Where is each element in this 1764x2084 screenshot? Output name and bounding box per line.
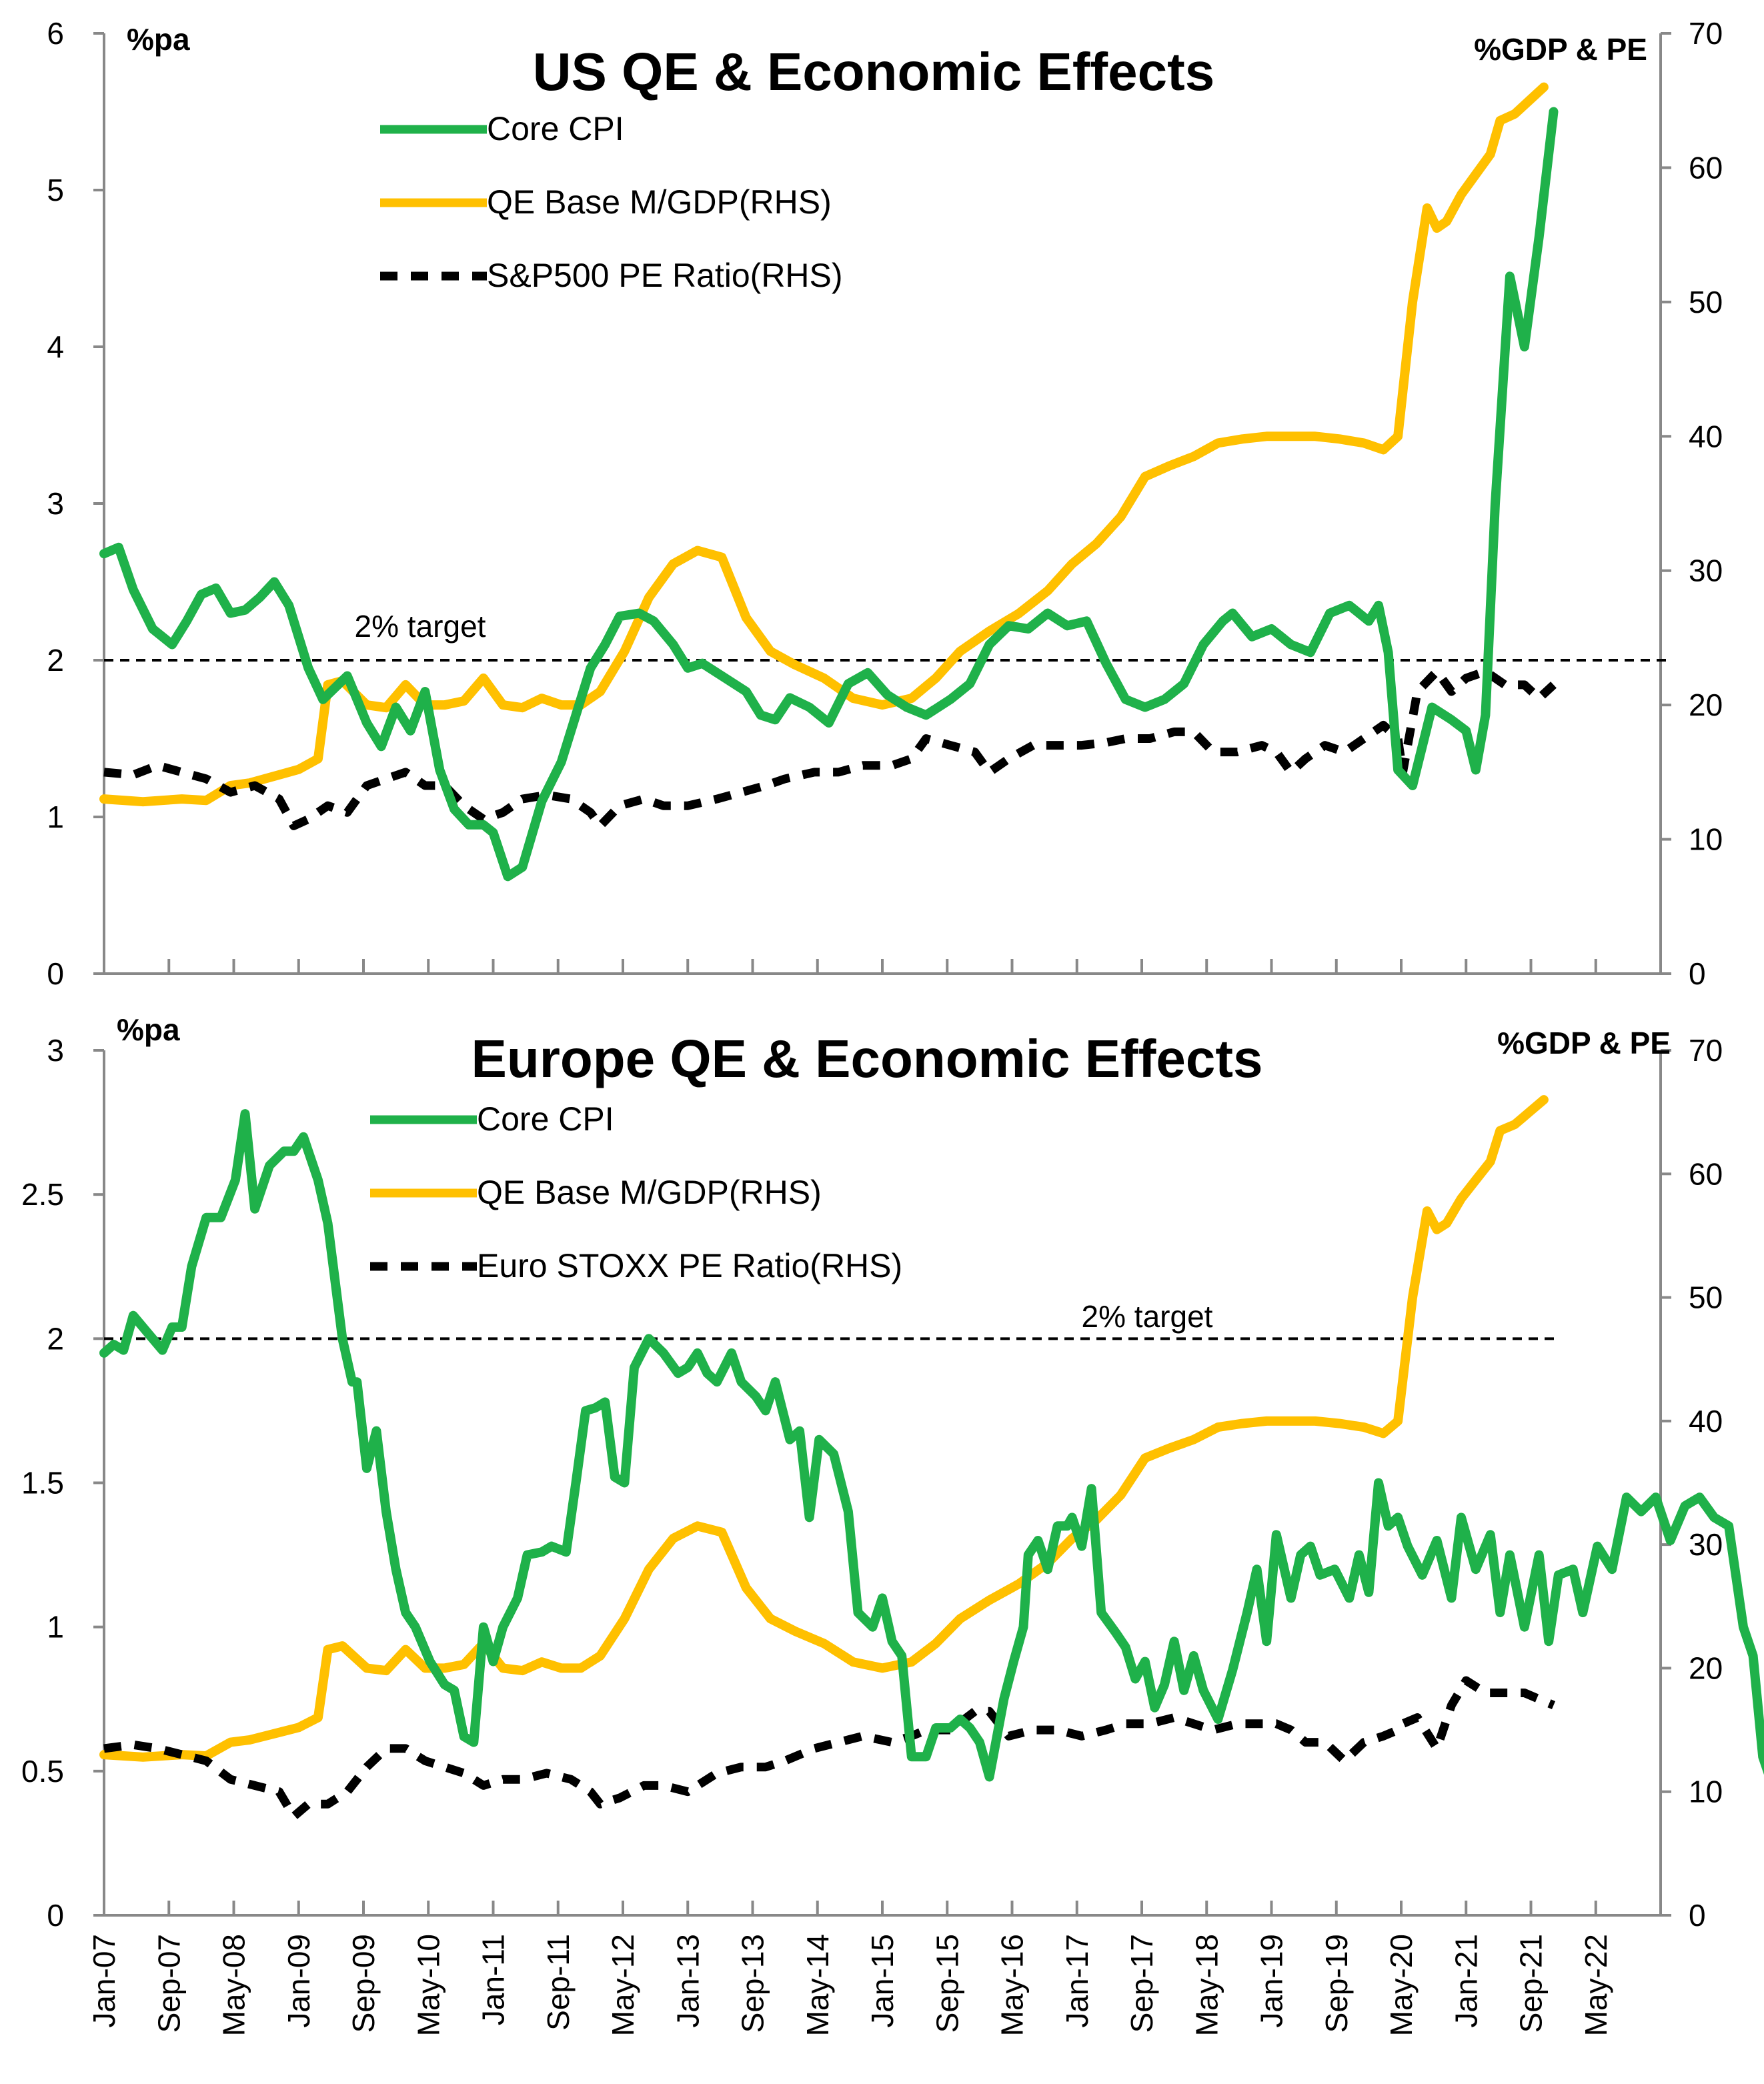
legend-qe-base-label: QE Base M/GDP(RHS) xyxy=(487,183,832,221)
x-tick-label: Jan-19 xyxy=(1254,1934,1289,2028)
left-y-tick-label: 3 xyxy=(47,1033,64,1068)
left-y-tick-label: 1.5 xyxy=(21,1466,64,1500)
legend-core-cpi-label: Core CPI xyxy=(487,110,624,147)
pe-ratio-line xyxy=(103,1676,1556,1821)
right-y-tick-label: 10 xyxy=(1689,822,1723,857)
x-tick-label: Sep-13 xyxy=(736,1934,770,2033)
chart-title: Europe QE & Economic Effects xyxy=(472,1029,1263,1088)
right-y-tick-label: 40 xyxy=(1689,1404,1723,1438)
x-tick-label: Jan-21 xyxy=(1449,1934,1483,2028)
x-tick-label: Jan-11 xyxy=(476,1934,511,2025)
target-label: 2% target xyxy=(355,609,486,644)
x-tick-label: May-22 xyxy=(1579,1934,1613,2036)
right-y-tick-label: 70 xyxy=(1689,16,1723,51)
right-y-tick-label: 50 xyxy=(1689,285,1723,319)
x-tick-label: Jan-07 xyxy=(87,1934,121,2028)
right-y-tick-label: 20 xyxy=(1689,1651,1723,1685)
right-y-tick-label: 30 xyxy=(1689,1527,1723,1562)
shared-x-axis-labels: Jan-07 Sep-07 May-08 Jan-09 Sep-09 May-10 Jan-… xyxy=(87,1934,1613,2036)
x-tick-label: May-20 xyxy=(1384,1934,1419,2036)
left-y-tick-label: 2 xyxy=(47,643,64,678)
left-y-tick-label: 1 xyxy=(47,800,64,834)
x-tick-label: Sep-11 xyxy=(541,1934,576,2031)
x-tick-label: Jan-17 xyxy=(1060,1934,1094,2028)
right-axis-unit-label: %GDP & PE xyxy=(1497,1026,1671,1060)
x-tick-label: Jan-09 xyxy=(281,1934,316,2028)
right-y-tick-label: 10 xyxy=(1689,1775,1723,1809)
pe-ratio-line xyxy=(103,667,1557,830)
core-cpi-line xyxy=(99,1109,1764,1782)
right-y-tick-label: 30 xyxy=(1689,554,1723,588)
legend-core-cpi-label: Core CPI xyxy=(477,1100,614,1138)
left-y-tick-label: 2.5 xyxy=(21,1177,64,1212)
x-tick-label: May-16 xyxy=(995,1934,1030,2036)
right-y-tick-label: 20 xyxy=(1689,688,1723,722)
right-y-tick-label: 60 xyxy=(1689,150,1723,185)
x-tick-label: Jan-15 xyxy=(865,1934,900,2028)
x-tick-label: Sep-07 xyxy=(151,1934,186,2033)
x-tick-label: Sep-17 xyxy=(1124,1934,1159,2033)
x-tick-label: Jan-13 xyxy=(670,1934,705,2028)
left-axis-unit-label: %pa xyxy=(127,22,190,57)
left-y-tick-label: 0 xyxy=(47,1898,64,1933)
left-y-tick-label: 5 xyxy=(47,173,64,207)
chart-title: US QE & Economic Effects xyxy=(533,42,1214,101)
x-tick-label: Sep-15 xyxy=(930,1934,964,2033)
qe-base-line xyxy=(99,82,1549,807)
right-axis-unit-label: %GDP & PE xyxy=(1474,32,1647,67)
right-y-tick-label: 40 xyxy=(1689,419,1723,453)
left-axis-unit-label: %pa xyxy=(117,1012,180,1047)
x-tick-label: May-08 xyxy=(217,1934,251,2036)
left-y-tick-label: 3 xyxy=(47,486,64,521)
legend-qe-base-label: QE Base M/GDP(RHS) xyxy=(477,1174,822,1211)
left-y-tick-label: 4 xyxy=(47,329,64,364)
left-y-tick-label: 2 xyxy=(47,1321,64,1356)
left-y-tick-label: 1 xyxy=(47,1610,64,1645)
x-tick-label: Sep-19 xyxy=(1319,1934,1354,2033)
right-y-tick-label: 0 xyxy=(1689,1898,1706,1933)
left-y-tick-label: 0 xyxy=(47,956,64,991)
x-tick-label: May-14 xyxy=(800,1934,835,2036)
left-y-tick-label: 0.5 xyxy=(21,1754,64,1789)
qe-base-line xyxy=(99,1095,1549,1762)
x-tick-label: May-12 xyxy=(606,1934,640,2036)
x-tick-label: Sep-21 xyxy=(1514,1934,1549,2033)
x-tick-label: May-18 xyxy=(1189,1934,1224,2036)
core-cpi-line xyxy=(99,107,1559,882)
right-y-tick-label: 60 xyxy=(1689,1156,1723,1191)
right-y-tick-label: 50 xyxy=(1689,1280,1723,1315)
left-y-tick-label: 6 xyxy=(47,16,64,51)
legend-pe-ratio-label: S&P500 PE Ratio(RHS) xyxy=(487,257,843,294)
legend-pe-ratio-label: Euro STOXX PE Ratio(RHS) xyxy=(477,1247,902,1284)
x-tick-label: May-10 xyxy=(411,1934,446,2036)
right-y-tick-label: 0 xyxy=(1689,956,1706,991)
right-y-tick-label: 70 xyxy=(1689,1033,1723,1068)
target-label: 2% target xyxy=(1082,1299,1213,1334)
x-tick-label: Sep-09 xyxy=(346,1934,381,2033)
